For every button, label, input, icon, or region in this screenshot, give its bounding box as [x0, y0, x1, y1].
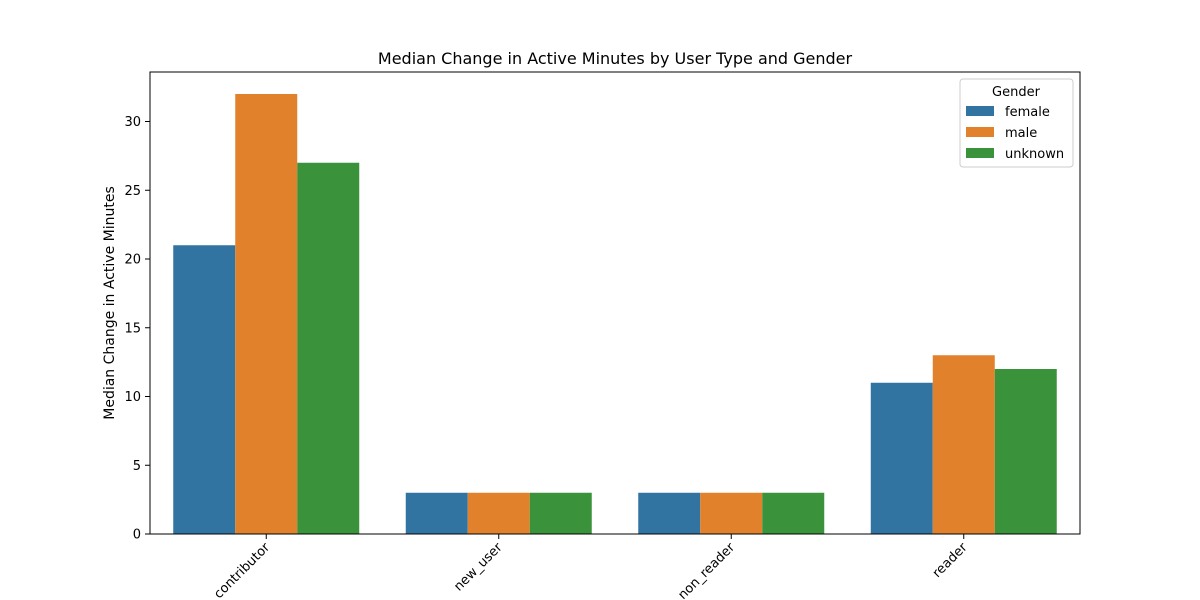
bar-non_reader-female	[638, 492, 701, 534]
bar-reader-female	[870, 382, 933, 534]
bar-new_user-unknown	[529, 492, 592, 534]
legend-swatch-unknown	[966, 148, 994, 158]
y-tick-label: 10	[124, 390, 141, 405]
legend-box	[959, 78, 1074, 168]
y-axis: 0 5 10 15 20 25 30	[124, 115, 150, 543]
x-tick-label-new_user: new_user	[451, 540, 506, 595]
x-axis: contributor new_user non_reader reader	[211, 534, 971, 600]
legend-title: Gender	[992, 85, 1041, 100]
y-tick-label: 15	[124, 321, 141, 336]
y-tick-label: 20	[124, 253, 141, 268]
y-axis-label: Median Change in Active Minutes	[102, 186, 118, 420]
bar-contributor-male	[235, 94, 298, 534]
bar-reader-unknown	[994, 369, 1057, 534]
x-tick-label-non_reader: non_reader	[675, 540, 738, 600]
legend-label-unknown: unknown	[1005, 147, 1064, 162]
y-tick-label: 5	[133, 459, 141, 474]
bar-contributor-female	[173, 245, 236, 534]
legend-label-male: male	[1005, 126, 1037, 141]
bar-new_user-female	[405, 492, 468, 534]
plot-frame	[149, 71, 1081, 535]
y-tick-label: 0	[133, 528, 141, 543]
legend-label-female: female	[1005, 105, 1050, 120]
bar-non_reader-male	[700, 492, 763, 534]
x-tick-label-contributor: contributor	[211, 540, 273, 600]
bar-reader-male	[932, 355, 995, 534]
legend: Gender female male unknown	[959, 78, 1074, 168]
chart-title: Median Change in Active Minutes by User …	[378, 49, 853, 68]
x-tick-label-reader: reader	[930, 540, 971, 581]
y-tick-label: 25	[124, 184, 141, 199]
legend-swatch-female	[966, 106, 994, 116]
bar-non_reader-unknown	[762, 492, 825, 534]
y-tick-label: 30	[124, 115, 141, 130]
bar-contributor-unknown	[297, 162, 360, 534]
bars-group	[173, 94, 1057, 534]
bar-new_user-male	[467, 492, 530, 534]
legend-swatch-male	[966, 127, 994, 137]
